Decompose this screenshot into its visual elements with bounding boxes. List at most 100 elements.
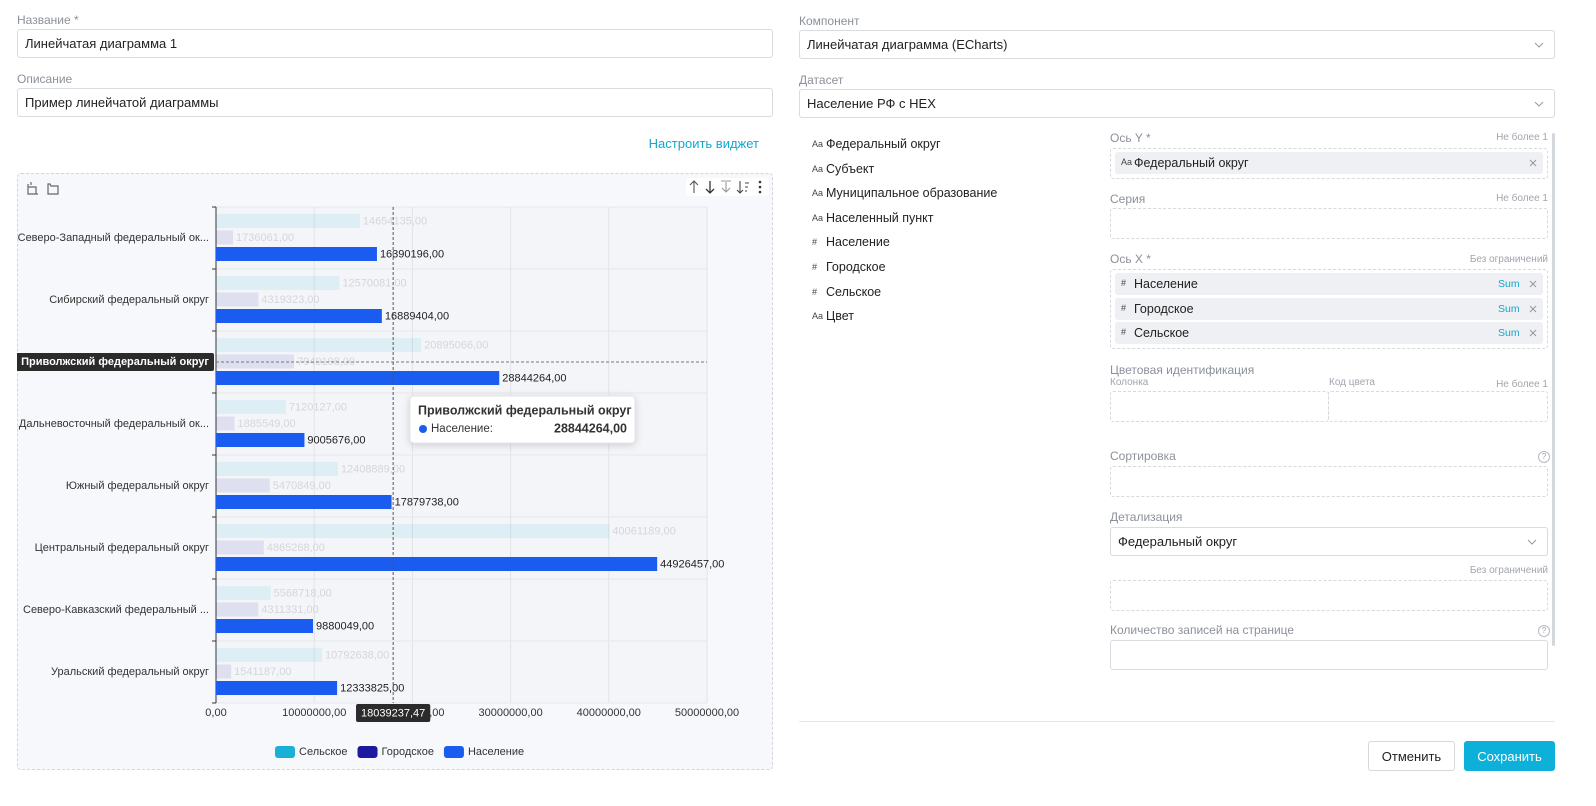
chart-toolbar[interactable] — [686, 178, 769, 196]
tooltip-dot — [419, 425, 427, 433]
dataset-select[interactable]: Население РФ с HEX — [799, 89, 1555, 118]
field-icon: # — [812, 262, 818, 272]
bar — [216, 309, 382, 323]
legend-label[interactable]: Население — [468, 746, 524, 758]
bar — [216, 681, 338, 695]
tooltip-label: Население: — [431, 423, 493, 435]
value-label: 1736061,00 — [236, 232, 294, 244]
description-input[interactable]: Пример линейчатой диаграммы — [17, 88, 773, 117]
tooltip-value: 28844264,00 — [554, 421, 627, 435]
chip-name: Федеральный округ — [1134, 156, 1249, 170]
chip-name: Население — [1134, 277, 1198, 291]
x-tick-label: 10000000,00 — [282, 707, 346, 719]
component-select[interactable]: Линейчатая диаграмма (ECharts) — [799, 30, 1555, 59]
bar — [216, 276, 340, 290]
field-icon: Aa — [812, 163, 824, 174]
y-tick-label: Северо-Западный федеральный ок... — [18, 232, 209, 244]
remove-cross — [1529, 305, 1537, 312]
chart-left-icons[interactable] — [25, 180, 65, 198]
field-name[interactable]: Субъект — [826, 161, 875, 176]
detail-select[interactable]: Федеральный округ — [1110, 527, 1548, 556]
series-zone[interactable] — [1110, 208, 1548, 239]
chart: 0,0010000000,0020000000,0030000000,00400… — [17, 206, 739, 758]
cancel-button[interactable]: Отменить — [1368, 741, 1455, 771]
value-label: 1885549,00 — [238, 418, 296, 430]
field-name[interactable]: Цвет — [826, 309, 855, 324]
value-label: 20895066,00 — [424, 339, 488, 351]
y-tick-label: Приволжский федеральный округ — [21, 356, 209, 368]
chevron — [1534, 42, 1544, 48]
field-name[interactable]: Городское — [826, 260, 886, 274]
tooltip-title: Приволжский федеральный округ — [418, 403, 632, 417]
value-label: 12570081,00 — [342, 277, 406, 289]
field-icon: Aa — [812, 139, 824, 149]
field-name[interactable]: Населенный пункт — [826, 210, 934, 225]
help-icon[interactable]: ? — [1538, 625, 1550, 637]
bar — [216, 540, 264, 555]
x-axis-zone[interactable]: # Население Sum # Городское Sum # Сельское Sum — [1110, 269, 1548, 349]
name-input[interactable]: Линейчатая диаграмма 1 — [17, 29, 773, 58]
bar — [216, 338, 422, 352]
legend-swatch[interactable] — [357, 746, 378, 758]
help-icon[interactable]: ? — [1538, 451, 1550, 463]
x-tick-label: 50000000,00 — [675, 707, 739, 719]
chip[interactable]: # Население Sum — [1115, 273, 1543, 295]
remove-icon[interactable] — [1529, 159, 1537, 167]
color-code-label: Код цвета — [1329, 377, 1375, 388]
configure-link[interactable]: Настроить виджет — [648, 136, 759, 151]
bar — [216, 230, 234, 245]
page-size-label: Количество записей на странице — [1110, 623, 1295, 637]
field-name[interactable]: Федеральный округ — [826, 137, 941, 151]
chevron — [1527, 539, 1537, 545]
field-name[interactable]: Население — [826, 235, 890, 250]
detail-zone[interactable] — [1110, 580, 1548, 611]
description-label: Описание — [17, 72, 73, 86]
value-label: 12333825,00 — [340, 682, 404, 694]
value-label: 5470849,00 — [273, 480, 331, 492]
field-name[interactable]: Муниципальное образование — [826, 186, 998, 201]
bar — [216, 354, 295, 369]
value-label: 17879738,00 — [395, 496, 459, 508]
field-icon: Aa — [812, 311, 824, 322]
field-icon: Aa — [812, 212, 824, 223]
value-label: 7120127,00 — [289, 401, 347, 413]
value-label: 16889404,00 — [385, 310, 449, 322]
value-label: 4319323,00 — [261, 294, 319, 306]
remove-cross — [1529, 280, 1537, 288]
value-label: 5568718,00 — [274, 587, 332, 599]
save-button[interactable]: Сохранить — [1464, 741, 1555, 771]
page-size-input[interactable] — [1110, 640, 1548, 670]
legend-label[interactable]: Сельское — [299, 746, 348, 758]
chip-icon: Aa — [1121, 157, 1133, 167]
y-axis-zone[interactable]: Aa Федеральный округ — [1110, 148, 1548, 179]
bar — [216, 214, 360, 228]
x-axis-label: Ось X * — [1110, 252, 1151, 266]
y-tick-label: Южный федеральный округ — [66, 480, 209, 492]
remove-icon[interactable] — [1529, 280, 1537, 288]
color-id-label: Цветовая идентификация — [1110, 363, 1255, 377]
value-label: 4865268,00 — [267, 542, 325, 554]
legend-label[interactable]: Городское — [382, 746, 434, 758]
remove-cross — [1529, 329, 1537, 337]
legend-swatch[interactable] — [275, 746, 295, 758]
series-label: Серия — [1110, 192, 1146, 206]
color-code-zone[interactable] — [1328, 391, 1548, 422]
color-column-zone[interactable] — [1110, 391, 1329, 422]
x-tick-label: 30000000,00 — [478, 707, 542, 719]
value-label: 4311331,00 — [261, 604, 318, 616]
sorting-zone[interactable] — [1110, 466, 1548, 497]
chip[interactable]: # Сельское Sum — [1115, 322, 1543, 345]
field-list: Aa Федеральный округ Aa Субъект Aa Муниципаль… — [812, 133, 1092, 333]
scrollbar[interactable] — [1552, 133, 1555, 646]
chip[interactable]: Aa Федеральный округ — [1115, 152, 1543, 174]
field-name[interactable]: Сельское — [826, 284, 882, 299]
chip[interactable]: # Городское Sum — [1115, 297, 1543, 320]
color-column-label: Колонка — [1110, 377, 1149, 388]
bar — [216, 478, 270, 493]
remove-icon[interactable] — [1529, 305, 1537, 313]
axis-pointer-label: 18039237,47 — [361, 707, 425, 719]
remove-icon[interactable] — [1529, 329, 1537, 337]
bar — [216, 247, 377, 261]
legend-swatch[interactable] — [443, 746, 464, 758]
component-value: Линейчатая диаграмма (ECharts) — [807, 37, 1008, 52]
